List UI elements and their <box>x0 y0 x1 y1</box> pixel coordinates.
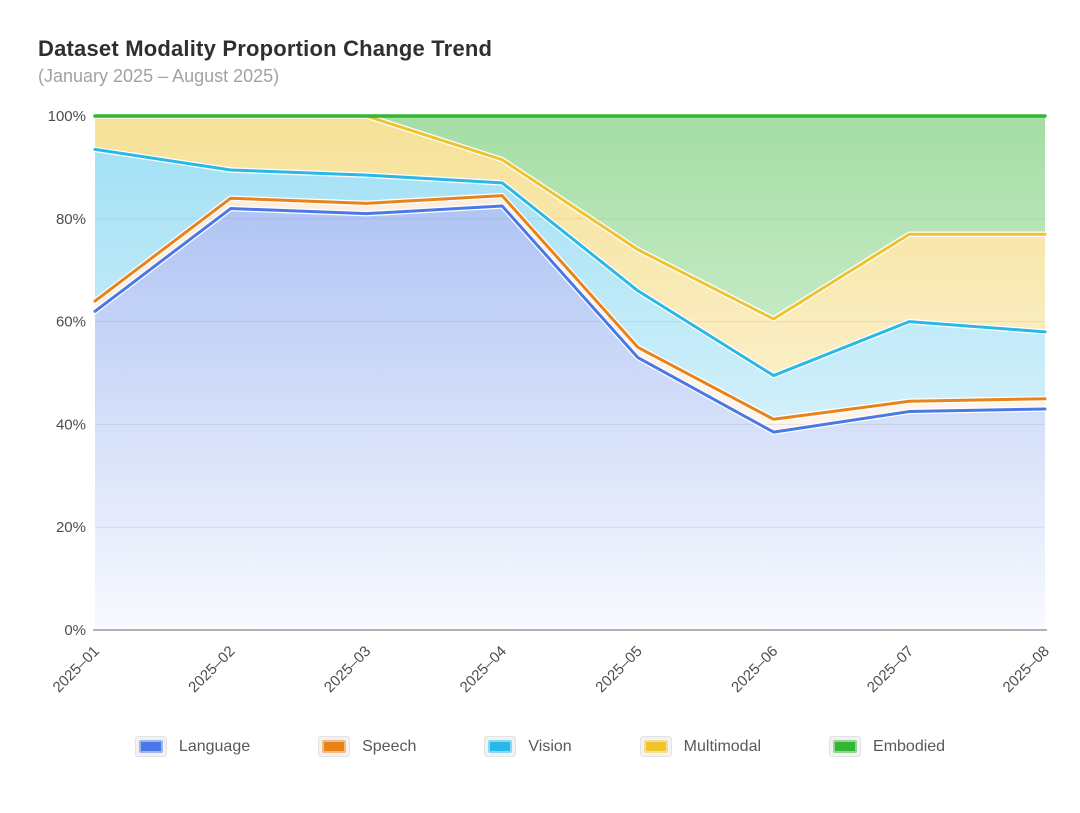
chart-title: Dataset Modality Proportion Change Trend <box>38 36 493 61</box>
y-axis-label: 100% <box>48 108 86 125</box>
x-axis-label: 2025–06 <box>728 643 781 696</box>
line-speech <box>93 194 1047 421</box>
line-language <box>93 204 1047 434</box>
legend-label: Speech <box>362 737 417 755</box>
legend-item-multimodal[interactable]: Multimodal <box>639 736 762 757</box>
area-embodied <box>95 116 1045 320</box>
legend-swatch-speech-icon <box>318 736 351 757</box>
x-axis-label: 2025–08 <box>1000 643 1053 696</box>
legend-label: Language <box>178 737 251 755</box>
legend-item-embodied[interactable]: Embodied <box>829 736 945 757</box>
x-axis-label: 2025–03 <box>321 643 374 696</box>
y-axis-label: 20% <box>56 519 86 536</box>
y-axis-label: 0% <box>64 622 86 639</box>
legend-item-language[interactable]: Language <box>134 736 251 757</box>
area-vision <box>95 149 1045 420</box>
legend-item-vision[interactable]: Vision <box>484 736 572 757</box>
legend-label: Vision <box>528 737 572 755</box>
x-axis-label: 2025–01 <box>50 643 103 696</box>
legend-label: Embodied <box>873 737 946 755</box>
legend-swatch-language-icon <box>134 736 167 757</box>
area-multimodal <box>95 116 1045 376</box>
x-axis-label: 2025–02 <box>185 643 238 696</box>
stacked-area-chart: 0% 20% 40% 60% 80% 100% 2025–01 2025–02 2025–03 2… <box>48 108 1053 696</box>
line-vision <box>93 147 1047 378</box>
x-axis-label: 2025–04 <box>457 643 510 696</box>
y-axis-label: 80% <box>56 211 86 228</box>
y-axis-label: 40% <box>56 416 86 433</box>
legend-swatch-multimodal-icon <box>639 736 672 757</box>
x-axis-label: 2025–07 <box>864 643 917 696</box>
area-language <box>95 205 1045 630</box>
legend-item-speech[interactable]: Speech <box>318 736 416 757</box>
chart-legend: Language Speech Vision Multimodal Embodied <box>0 736 1080 757</box>
y-axis-label: 60% <box>56 314 86 331</box>
legend-label: Multimodal <box>683 737 762 755</box>
x-axis-label: 2025–05 <box>592 643 645 696</box>
legend-swatch-embodied-icon <box>829 736 862 757</box>
legend-swatch-vision-icon <box>484 736 517 757</box>
chart-subtitle: (January 2025 – August 2025) <box>38 66 280 86</box>
